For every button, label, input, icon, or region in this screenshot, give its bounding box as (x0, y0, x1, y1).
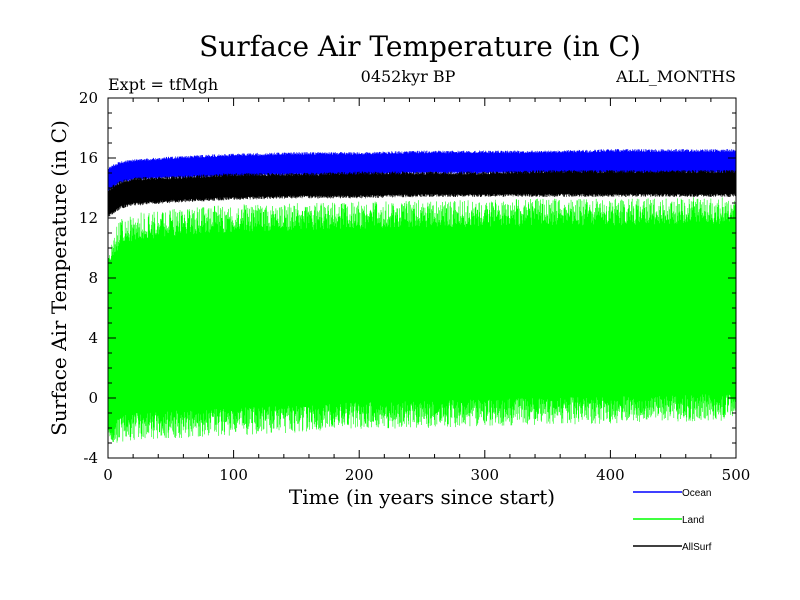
legend-label-allsurf: AllSurf (682, 542, 712, 553)
series-line-land (108, 197, 736, 444)
x-tick-label: 200 (345, 466, 374, 484)
y-tick-label: 20 (79, 89, 98, 107)
months-label: ALL_MONTHS (615, 67, 736, 86)
series-layer (108, 149, 736, 444)
x-tick-label: 0 (103, 466, 113, 484)
y-tick-label: 0 (88, 389, 98, 407)
y-axis-label: Surface Air Temperature (in C) (47, 120, 71, 436)
tick-layer: 0 100 200 300 400 500 -4 0 4 8 12 16 20 (79, 89, 750, 484)
x-tick-label: 500 (722, 466, 751, 484)
series-line-allsurf (108, 170, 736, 217)
legend-label-land: Land (682, 515, 704, 526)
legend: Ocean Land AllSurf (633, 488, 712, 553)
y-tick-label: -4 (83, 449, 98, 467)
period-label: 0452kyr BP (361, 67, 456, 86)
y-tick-label: 8 (88, 269, 98, 287)
y-tick-label: 12 (79, 209, 98, 227)
chart-title: Surface Air Temperature (in C) (199, 30, 641, 63)
y-tick-label: 4 (88, 329, 98, 347)
y-tick-label: 16 (79, 149, 98, 167)
experiment-label: Expt = tfMgh (108, 75, 218, 94)
series-line-ocean (108, 149, 736, 191)
x-axis-label: Time (in years since start) (289, 485, 555, 509)
x-tick-label: 100 (219, 466, 248, 484)
x-tick-label: 300 (470, 466, 499, 484)
x-tick-label: 400 (596, 466, 625, 484)
legend-label-ocean: Ocean (682, 488, 711, 499)
